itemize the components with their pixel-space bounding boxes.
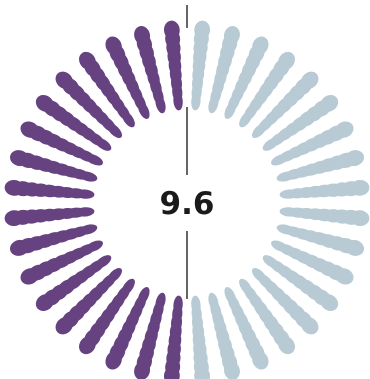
petal-filled — [20, 121, 39, 138]
petal-empty — [194, 20, 211, 40]
petal-filled — [55, 71, 73, 89]
petal-filled — [134, 361, 151, 379]
center-value-label: 9.6 — [160, 186, 215, 222]
petal-empty — [278, 51, 295, 70]
petal-empty — [350, 210, 370, 227]
petal-empty — [252, 36, 269, 55]
petal-filled — [9, 150, 29, 167]
petal-filled — [4, 210, 24, 227]
petal-filled — [105, 351, 122, 370]
petal-filled — [35, 95, 54, 112]
petal-empty — [223, 25, 240, 45]
petal-empty — [345, 239, 365, 256]
petal-filled — [35, 294, 54, 311]
petal-filled — [9, 239, 29, 256]
petal-group — [4, 20, 370, 379]
petal-empty — [345, 150, 365, 167]
petal-filled — [55, 317, 73, 335]
petal-empty — [350, 179, 370, 196]
petal-empty — [320, 95, 339, 112]
petal-filled — [163, 366, 180, 379]
petal-filled — [20, 268, 39, 285]
petal-empty — [335, 268, 354, 285]
petal-empty — [320, 294, 339, 311]
petal-filled — [163, 20, 180, 40]
petal-filled — [79, 51, 96, 70]
petal-empty — [223, 361, 240, 379]
petal-empty — [335, 121, 354, 138]
petal-empty — [194, 366, 211, 379]
petal-filled — [79, 336, 96, 355]
petal-filled — [4, 179, 24, 196]
petal-empty — [252, 351, 269, 370]
petal-empty — [301, 71, 319, 89]
petal-empty — [278, 336, 295, 355]
petal-empty — [301, 317, 319, 335]
petal-filled — [105, 36, 122, 55]
petal-filled — [134, 25, 151, 45]
